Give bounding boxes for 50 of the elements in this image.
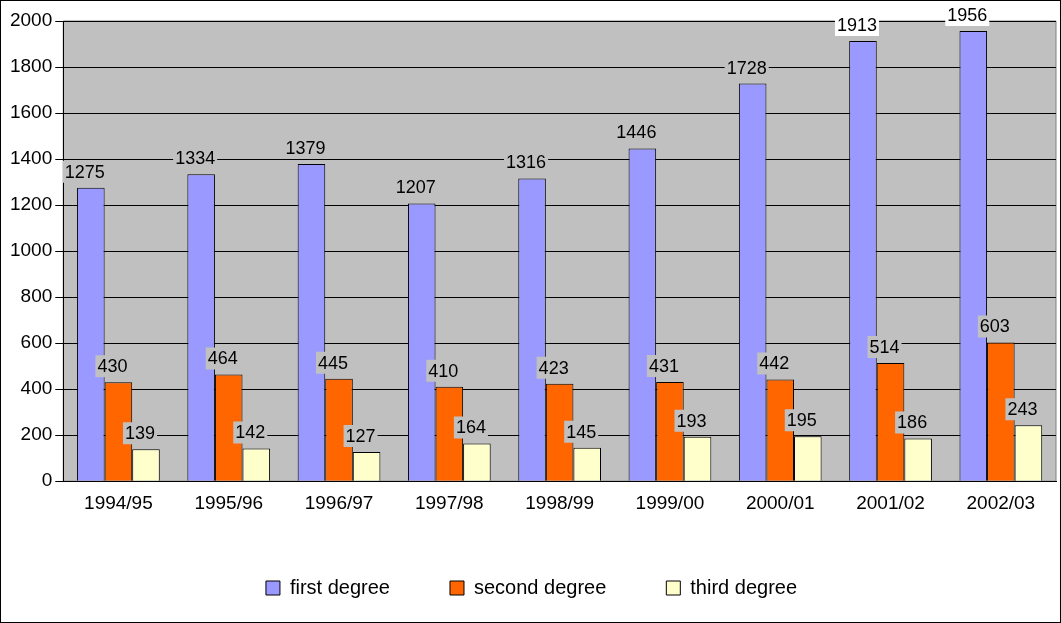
data-label: 243 <box>1007 399 1038 420</box>
data-label: 603 <box>979 316 1010 337</box>
y-tick-label: 1400 <box>9 147 53 169</box>
data-label: 464 <box>207 348 238 369</box>
data-label: 1316 <box>506 152 547 173</box>
data-label: 1913 <box>836 14 877 35</box>
legend-label: third degree <box>690 575 798 598</box>
y-tick-label: 1800 <box>9 55 53 77</box>
x-tick-label: 2002/03 <box>966 491 1036 513</box>
data-label: 442 <box>759 353 790 374</box>
y-tick-label: 1000 <box>9 239 53 261</box>
data-label: 1446 <box>616 122 657 143</box>
data-label: 1728 <box>726 57 767 78</box>
x-tick-label: 1999/00 <box>635 491 705 513</box>
y-tick-label: 800 <box>20 285 53 307</box>
data-label: 164 <box>455 417 486 438</box>
x-tick-label: 1997/98 <box>414 491 484 513</box>
data-label: 193 <box>676 410 707 431</box>
x-tick-label: 2000/01 <box>745 491 815 513</box>
data-label: 145 <box>566 421 597 442</box>
data-label: 1956 <box>947 5 988 26</box>
x-tick-label: 1996/97 <box>304 491 374 513</box>
x-tick-label: 1994/95 <box>84 491 153 513</box>
y-tick-label: 400 <box>20 377 53 399</box>
data-label: 195 <box>786 410 817 431</box>
data-label: 430 <box>97 356 128 377</box>
data-label: 410 <box>428 360 459 381</box>
y-tick-label: 1600 <box>9 101 53 123</box>
data-label: 127 <box>345 425 376 446</box>
data-label: 1207 <box>395 177 436 198</box>
legend-label: first degree <box>289 575 391 598</box>
data-label: 423 <box>538 357 569 378</box>
y-tick-label: 600 <box>20 331 53 353</box>
x-tick-label: 2001/02 <box>856 491 925 513</box>
data-label: 514 <box>869 336 900 357</box>
y-tick-label: 200 <box>20 423 53 445</box>
data-label: 431 <box>648 356 679 376</box>
x-tick-label: 1995/96 <box>194 491 264 513</box>
y-tick-label: 1200 <box>9 193 53 215</box>
data-label: 142 <box>235 422 266 443</box>
data-label: 1334 <box>175 148 216 169</box>
data-label: 186 <box>897 412 928 433</box>
y-tick-label: 2000 <box>9 9 53 31</box>
data-label: 139 <box>124 423 156 444</box>
legend-label: second degree <box>473 575 607 598</box>
data-label: 1275 <box>64 161 105 182</box>
x-tick-label: 1998/99 <box>525 491 594 513</box>
data-label: 445 <box>318 352 349 373</box>
data-label: 1379 <box>285 137 326 158</box>
y-tick-label: 0 <box>41 469 53 491</box>
